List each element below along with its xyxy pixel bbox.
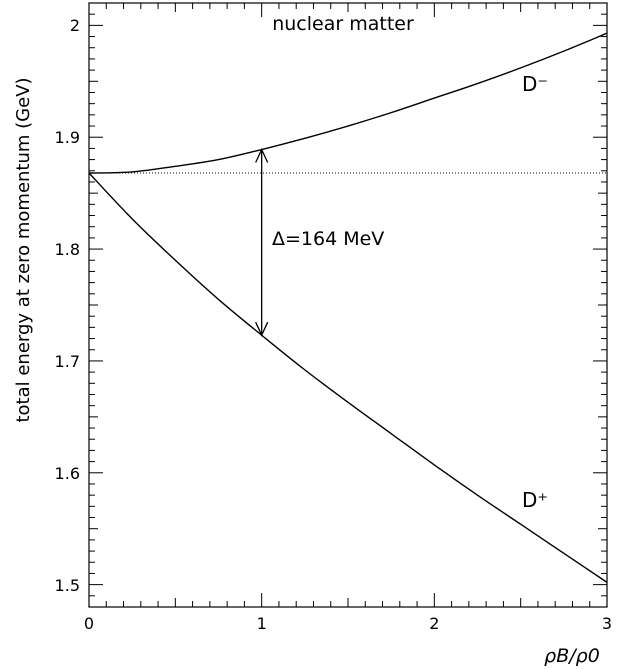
y-tick-label: 1.5 — [55, 576, 80, 595]
series-label-d-minus: D⁻ — [522, 72, 548, 96]
y-tick-label: 1.8 — [55, 240, 80, 259]
x-tick-label: 0 — [84, 614, 94, 633]
y-tick-label: 1.6 — [55, 464, 80, 483]
x-tick-label: 3 — [602, 614, 612, 633]
delta-annotation: Δ=164 MeV — [272, 228, 384, 250]
chart-title: nuclear matter — [272, 13, 414, 35]
y-axis-label: total energy at zero momentum (GeV) — [13, 77, 34, 422]
y-tick-label: 1.7 — [55, 352, 80, 371]
x-axis-label: ρB/ρ0 — [544, 645, 600, 667]
x-tick-label: 2 — [429, 614, 439, 633]
series-label-d-plus: D⁺ — [522, 488, 548, 512]
y-tick-label: 1.9 — [55, 128, 80, 147]
x-tick-label: 1 — [257, 614, 267, 633]
y-tick-label: 2 — [70, 16, 80, 35]
series-line-d-minus — [89, 33, 607, 173]
